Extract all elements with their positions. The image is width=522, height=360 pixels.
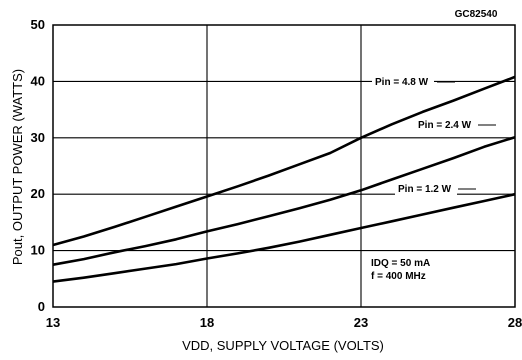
tick-labels: 13 18 23 28 0 10 20 30 40 50	[31, 17, 522, 330]
y-tick-label: 50	[31, 17, 45, 32]
x-axis-title: VDD, SUPPLY VOLTAGE (VOLTS)	[182, 338, 384, 353]
y-tick-label: 20	[31, 186, 45, 201]
series-line-2	[52, 135, 516, 266]
x-tick-label: 23	[354, 315, 368, 330]
figure-id: GC82540	[455, 9, 498, 20]
plot-frame	[52, 24, 516, 308]
y-tick-label: 0	[38, 299, 45, 314]
x-tick-label: 18	[200, 315, 214, 330]
series-lines	[52, 75, 516, 283]
x-tick-label: 13	[46, 315, 60, 330]
y-axis-title: Pout, OUTPUT POWER (WATTS)	[10, 69, 25, 265]
series-label-bg	[415, 118, 477, 131]
series-line-3	[52, 192, 516, 283]
series-label-1: Pin = 4.8 W	[375, 77, 429, 88]
series-label-bg	[372, 75, 434, 88]
annotation-freq: f = 400 MHz	[371, 271, 426, 282]
series-label-3: Pin = 1.2 W	[398, 184, 452, 195]
y-tick-label: 30	[31, 130, 45, 145]
annotation-idq: IDQ = 50 mA	[371, 258, 430, 269]
series-labels: Pin = 4.8 W Pin = 2.4 W Pin = 1.2 W	[372, 75, 496, 195]
series-label-bg	[395, 182, 457, 195]
series-label-2: Pin = 2.4 W	[418, 120, 472, 131]
grid	[53, 25, 515, 307]
y-tick-label: 40	[31, 73, 45, 88]
x-tick-label: 28	[508, 315, 522, 330]
series-line-1	[52, 75, 516, 247]
y-tick-label: 10	[31, 243, 45, 258]
